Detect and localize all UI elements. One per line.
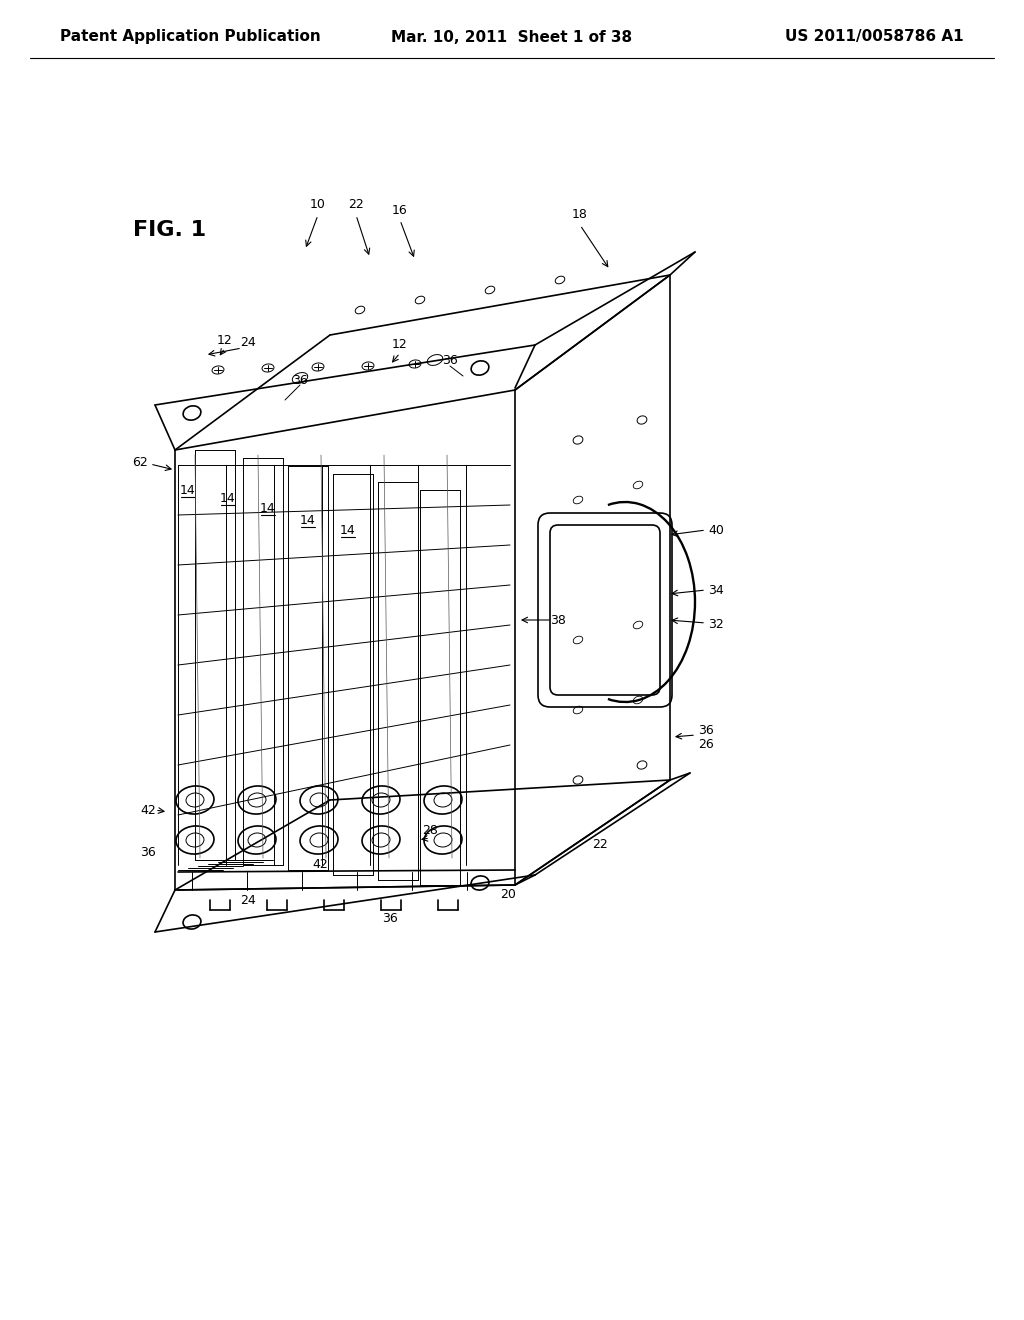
Text: 14: 14 [180,483,196,496]
Text: 24: 24 [240,335,256,348]
Text: 36: 36 [140,846,156,858]
Text: 14: 14 [300,513,315,527]
Text: 20: 20 [500,888,516,902]
Text: 12: 12 [392,338,408,351]
Text: 26: 26 [698,738,714,751]
Text: 12: 12 [217,334,232,346]
Text: 14: 14 [340,524,356,536]
Text: 36: 36 [698,723,714,737]
Text: 28: 28 [422,824,438,837]
Text: US 2011/0058786 A1: US 2011/0058786 A1 [785,29,964,45]
Text: 14: 14 [260,502,275,515]
Text: Patent Application Publication: Patent Application Publication [60,29,321,45]
Text: 10: 10 [310,198,326,211]
Text: 42: 42 [140,804,156,817]
Text: 38: 38 [550,614,566,627]
Text: 24: 24 [240,894,256,907]
Text: 22: 22 [348,198,364,211]
Text: 40: 40 [708,524,724,536]
Text: 36: 36 [442,354,458,367]
Text: 32: 32 [708,619,724,631]
Text: FIG. 1: FIG. 1 [133,220,206,240]
Text: 14: 14 [220,491,236,504]
Text: 22: 22 [592,838,608,851]
Text: 42: 42 [312,858,328,871]
Text: 36: 36 [382,912,398,924]
Text: 18: 18 [572,209,588,222]
Text: Mar. 10, 2011  Sheet 1 of 38: Mar. 10, 2011 Sheet 1 of 38 [391,29,633,45]
Text: 34: 34 [708,583,724,597]
Text: 16: 16 [392,203,408,216]
Text: 36: 36 [292,374,308,387]
Text: 62: 62 [132,455,147,469]
